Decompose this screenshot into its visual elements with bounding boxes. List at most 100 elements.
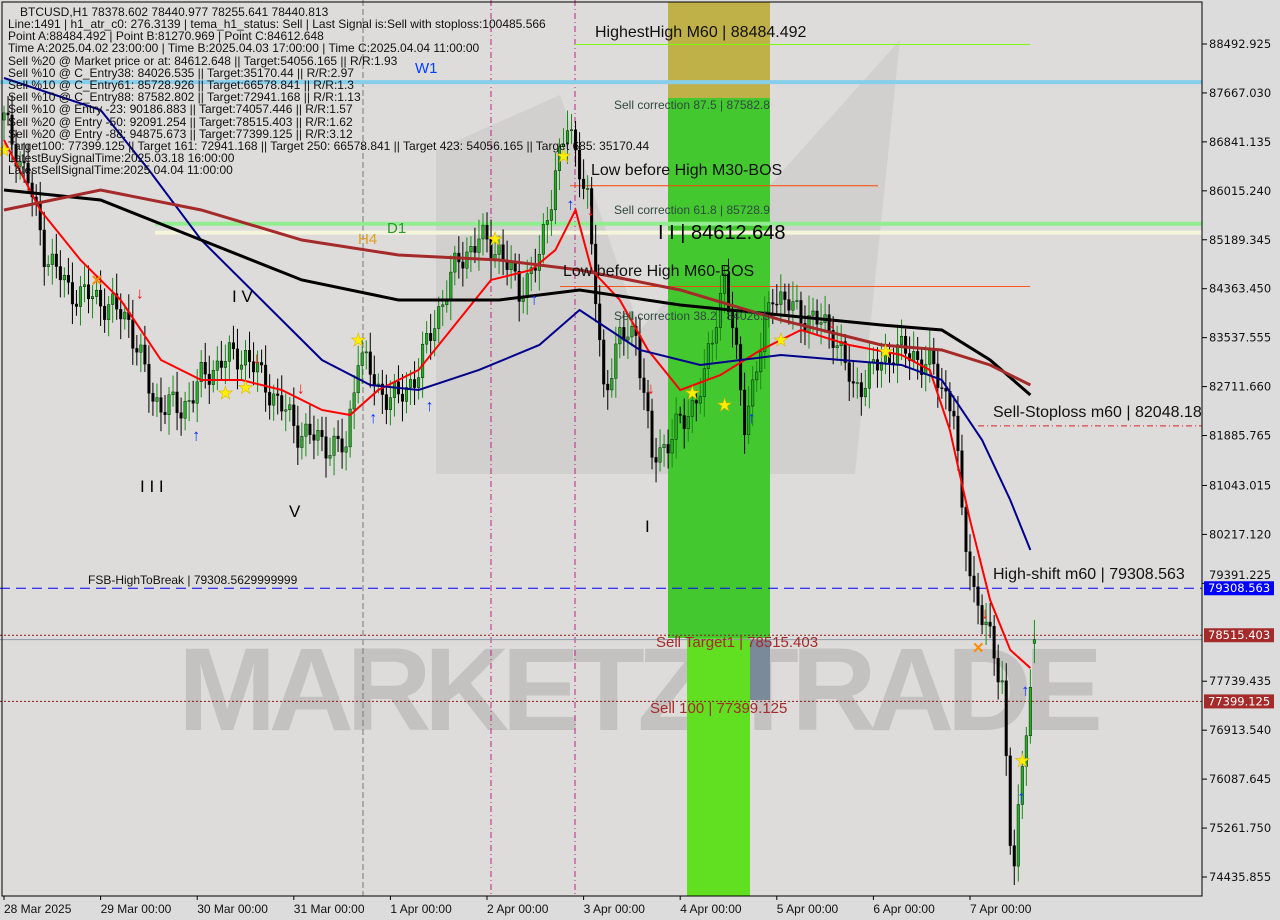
wave-iv-label: I V [232, 287, 253, 306]
buy-arrow-icon: ↑ [530, 291, 538, 308]
candle [481, 213, 485, 256]
candle [553, 153, 557, 225]
info-line: Sell %20 @ Market price or at: 84612.648… [8, 53, 398, 68]
candle [272, 384, 276, 421]
candle-body [751, 379, 755, 407]
candle-body [292, 404, 296, 426]
candle-body [783, 291, 787, 300]
candle-body [650, 410, 654, 458]
candle [155, 383, 159, 417]
candle-body [66, 275, 70, 283]
candle-body [308, 423, 312, 435]
candle [735, 311, 739, 359]
candle [211, 360, 215, 393]
low-before-high-m30-label: Low before High M30-BOS [591, 162, 783, 179]
candle [541, 213, 545, 264]
candle [413, 361, 417, 406]
candle-body [6, 112, 10, 116]
candle [670, 419, 674, 468]
candle [227, 335, 231, 380]
candle [139, 333, 143, 373]
candle [320, 416, 324, 452]
candle-body [702, 368, 706, 397]
y-tick-label: 83537.555 [1209, 331, 1271, 345]
candle-body [203, 362, 207, 375]
candle [517, 253, 521, 322]
candle-body [795, 300, 799, 302]
candle [586, 175, 590, 209]
candle [183, 391, 187, 431]
y-tick-label: 76913.540 [1209, 723, 1271, 737]
ma-brown-line [3, 188, 1032, 387]
candle-body [425, 333, 429, 345]
candle [988, 603, 992, 639]
y-tick-label: 86015.240 [1209, 184, 1271, 198]
point-c-label: I I | 84612.648 [658, 222, 786, 244]
info-line: Sell %10 @ C_Entry88: 87582.802 || Targe… [8, 90, 361, 105]
highest-high-label: HighestHigh M60 | 88484.492 [595, 24, 807, 41]
candle-body [304, 423, 308, 437]
candle-body [372, 374, 376, 386]
candle-body [582, 178, 586, 189]
candle-body [743, 389, 747, 436]
candle-body [940, 387, 944, 389]
candle [187, 382, 191, 422]
candle [179, 397, 183, 436]
sell-arrow-icon: ↓ [828, 315, 836, 332]
candle [87, 265, 91, 314]
candle [409, 370, 413, 405]
candle-body [243, 350, 247, 366]
candle-body [288, 404, 292, 411]
candle [485, 212, 489, 253]
y-tick-label: 86841.135 [1209, 135, 1271, 149]
candle [248, 331, 252, 379]
candle-body [268, 392, 272, 406]
buy-arrow-icon: ↑ [567, 197, 575, 214]
sell-target1-label: Sell Target1 | 78515.403 [656, 634, 819, 651]
candle [368, 332, 372, 388]
candle [340, 418, 344, 469]
candle-body [54, 253, 58, 267]
candle-body [175, 391, 179, 413]
candle [1000, 660, 1004, 695]
candle-body [666, 444, 670, 454]
candle-body [642, 377, 646, 393]
candle [304, 413, 308, 457]
candle [26, 143, 30, 191]
candle [984, 603, 988, 645]
candle [429, 313, 433, 360]
candle [710, 330, 714, 362]
candle-body [606, 383, 610, 391]
candle [819, 303, 823, 345]
candle [602, 329, 606, 398]
candle [630, 311, 634, 347]
candle-body [62, 275, 66, 281]
candle-body [195, 381, 199, 404]
candle [252, 342, 256, 386]
ma-red-line [3, 139, 1032, 669]
candle [952, 395, 956, 430]
fsb-label: FSB-HighToBreak | 79308.5629999999 [88, 573, 298, 587]
candle [469, 236, 473, 273]
candle [260, 349, 264, 373]
candle [10, 94, 14, 163]
candle-body [409, 379, 413, 388]
candle-body [1000, 680, 1004, 683]
candle [78, 276, 82, 326]
candle-body [360, 352, 364, 366]
candle-body [191, 400, 195, 404]
x-tick-label: 7 Apr 00:00 [970, 902, 1032, 916]
candle [352, 375, 356, 430]
chart-title: BTCUSD,H1 78378.602 78440.977 78255.641 … [20, 5, 329, 19]
star-signal-icon: ★ [487, 229, 503, 249]
star-signal-icon: ★ [773, 330, 789, 350]
candle-body [215, 360, 219, 371]
price-badge [1204, 581, 1274, 596]
candle [151, 382, 155, 416]
candle [316, 418, 320, 456]
candle [18, 151, 22, 180]
candle-body [461, 261, 465, 269]
candle [135, 334, 139, 366]
candle [231, 325, 235, 360]
